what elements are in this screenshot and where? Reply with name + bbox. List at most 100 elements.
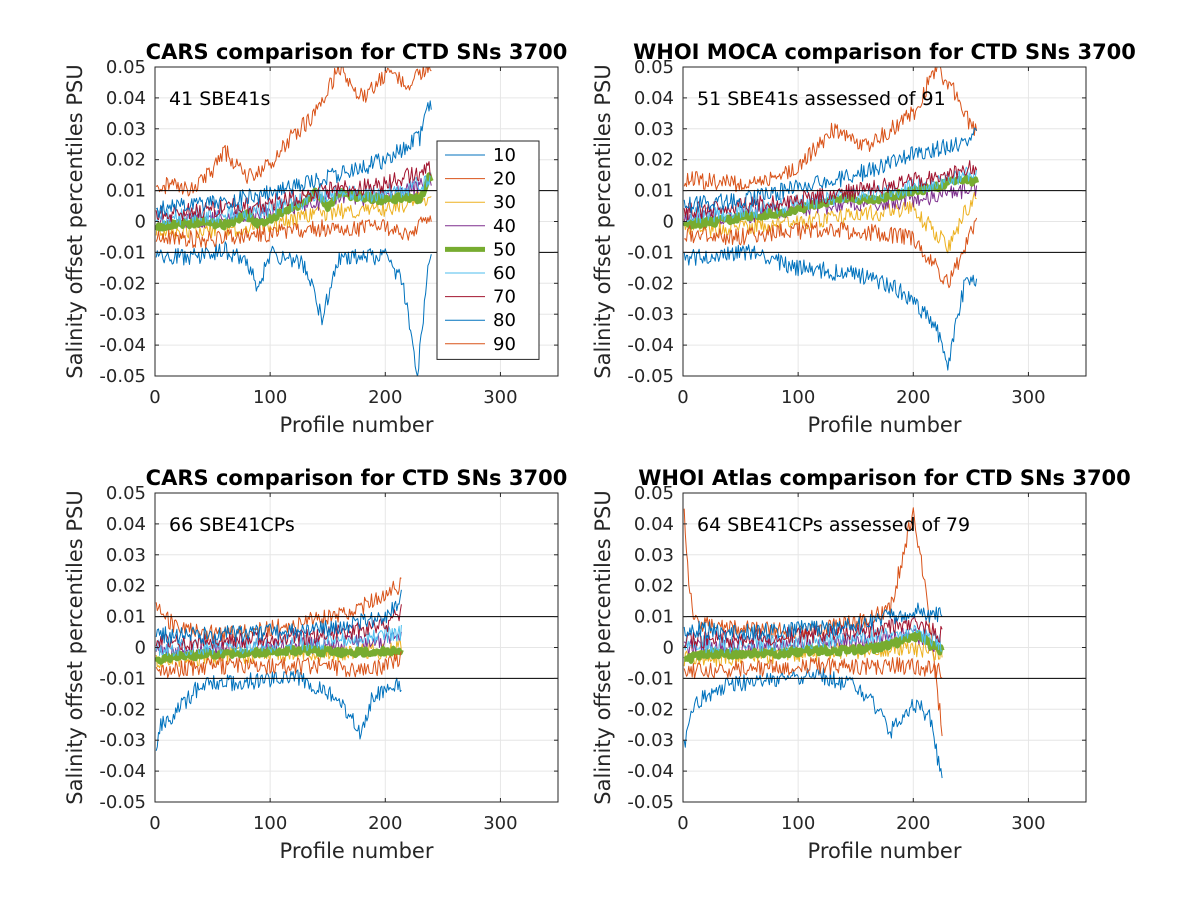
y-tick-label: 0 xyxy=(135,638,146,659)
y-tick-label: -0.03 xyxy=(627,730,674,751)
y-axis-label: Salinity offset percentiles PSU xyxy=(591,64,615,378)
series-line-50 xyxy=(155,644,404,665)
chart-annotation: 41 SBE41s xyxy=(169,88,270,110)
y-tick-label: 0.04 xyxy=(634,514,674,535)
y-tick-label: 0.02 xyxy=(106,576,146,597)
series-group xyxy=(683,67,980,371)
y-tick-label: 0.03 xyxy=(634,545,674,566)
y-tick-label: -0.01 xyxy=(99,668,146,689)
x-tick-label: 200 xyxy=(896,387,930,408)
series-line-80 xyxy=(683,602,943,641)
chart-panel-4: 0 100 200 300 -0.05 -0.04 -0.03 -0.02 -0.01 0 0.01… xyxy=(591,466,1131,863)
x-axis-label: Profile number xyxy=(808,839,962,863)
legend-label-20: 20 xyxy=(493,169,516,190)
x-tick-label: 300 xyxy=(483,387,517,408)
series-line-20 xyxy=(155,577,402,643)
series-line-30 xyxy=(155,191,432,240)
y-tick-label: 0.04 xyxy=(634,88,674,109)
y-tick-label: 0.05 xyxy=(106,57,146,78)
series-line-90 xyxy=(155,215,432,249)
series-line-70 xyxy=(155,161,432,223)
y-tick-label: 0.04 xyxy=(106,514,146,535)
y-tick-label: -0.03 xyxy=(627,304,674,325)
y-tick-label: -0.04 xyxy=(627,335,674,356)
chart-panel-2: 0 100 200 300 -0.05 -0.04 -0.03 -0.02 -0.01 0 0.01… xyxy=(591,40,1136,437)
x-tick-label: 200 xyxy=(368,387,402,408)
x-tick-label: 300 xyxy=(1011,387,1045,408)
y-tick-label: 0.04 xyxy=(106,88,146,109)
x-tick-label: 300 xyxy=(483,813,517,834)
y-tick-label: -0.05 xyxy=(627,366,674,387)
series-line-90 xyxy=(684,217,978,289)
chart-title: CARS comparison for CTD SNs 3700 xyxy=(146,466,568,490)
legend-label-70: 70 xyxy=(493,287,516,308)
x-axis-label: Profile number xyxy=(808,413,962,437)
y-tick-label: 0.03 xyxy=(106,119,146,140)
y-tick-label: -0.01 xyxy=(627,242,674,263)
y-tick-label: 0.02 xyxy=(634,576,674,597)
x-tick-label: 100 xyxy=(253,813,287,834)
chart-panel-1: 0 100 200 300 -0.05 -0.04 -0.03 -0.02 -0.01 0 0.01… xyxy=(63,40,567,437)
y-tick-label: -0.05 xyxy=(99,792,146,813)
x-tick-label: 300 xyxy=(1011,813,1045,834)
legend-label-50: 50 xyxy=(493,239,516,260)
y-axis-label: Salinity offset percentiles PSU xyxy=(591,490,615,804)
legend-label-30: 30 xyxy=(493,192,516,213)
series-group xyxy=(155,577,404,751)
y-tick-label: 0.02 xyxy=(106,150,146,171)
x-tick-label: 0 xyxy=(677,387,688,408)
chart-title: WHOI Atlas comparison for CTD SNs 3700 xyxy=(638,466,1131,490)
legend-label-90: 90 xyxy=(493,334,516,355)
y-axis-label: Salinity offset percentiles PSU xyxy=(63,64,87,378)
series-line-90 xyxy=(683,656,943,680)
y-tick-label: 0.03 xyxy=(634,119,674,140)
x-tick-label: 100 xyxy=(253,387,287,408)
legend-label-60: 60 xyxy=(493,263,516,284)
series-line-70 xyxy=(683,615,943,650)
series-line-10 xyxy=(155,669,402,751)
x-tick-label: 100 xyxy=(781,387,815,408)
y-axis-label: Salinity offset percentiles PSU xyxy=(63,490,87,804)
series-line-60 xyxy=(683,624,943,654)
y-tick-label: -0.03 xyxy=(99,730,146,751)
y-tick-label: 0.01 xyxy=(106,181,146,202)
y-tick-label: -0.02 xyxy=(99,699,146,720)
x-axis-label: Profile number xyxy=(280,413,434,437)
y-tick-label: 0.05 xyxy=(634,483,674,504)
y-tick-label: 0 xyxy=(663,638,674,659)
y-tick-label: -0.05 xyxy=(627,792,674,813)
series-line-20 xyxy=(683,67,978,193)
y-tick-label: -0.04 xyxy=(99,335,146,356)
x-axis-label: Profile number xyxy=(280,839,434,863)
y-tick-label: -0.02 xyxy=(627,699,674,720)
y-tick-label: -0.03 xyxy=(99,304,146,325)
series-line-80 xyxy=(155,589,402,644)
series-line-90 xyxy=(155,651,402,679)
legend-label-40: 40 xyxy=(493,216,516,237)
y-tick-label: -0.04 xyxy=(99,761,146,782)
y-tick-label: -0.05 xyxy=(99,366,146,387)
chart-panel-3: 0 100 200 300 -0.05 -0.04 -0.03 -0.02 -0.01 0 0.01… xyxy=(63,466,567,863)
y-tick-label: 0 xyxy=(663,212,674,233)
y-tick-label: -0.01 xyxy=(627,668,674,689)
y-tick-label: -0.04 xyxy=(627,761,674,782)
series-line-80 xyxy=(683,127,978,214)
y-tick-label: 0.05 xyxy=(634,57,674,78)
y-tick-label: 0.02 xyxy=(634,150,674,171)
y-tick-label: -0.02 xyxy=(627,273,674,294)
series-line-80 xyxy=(155,100,432,218)
x-tick-label: 0 xyxy=(149,813,160,834)
chart-title: WHOI MOCA comparison for CTD SNs 3700 xyxy=(633,40,1136,64)
x-tick-label: 200 xyxy=(368,813,402,834)
y-tick-label: 0.01 xyxy=(634,181,674,202)
legend-label-10: 10 xyxy=(493,145,516,166)
legend-label-80: 80 xyxy=(493,310,516,331)
series-line-50 xyxy=(683,630,945,664)
y-tick-label: 0.01 xyxy=(106,607,146,628)
series-line-10 xyxy=(155,241,432,376)
y-tick-label: 0.05 xyxy=(106,483,146,504)
y-tick-label: 0.03 xyxy=(106,545,146,566)
chart-title: CARS comparison for CTD SNs 3700 xyxy=(146,40,568,64)
